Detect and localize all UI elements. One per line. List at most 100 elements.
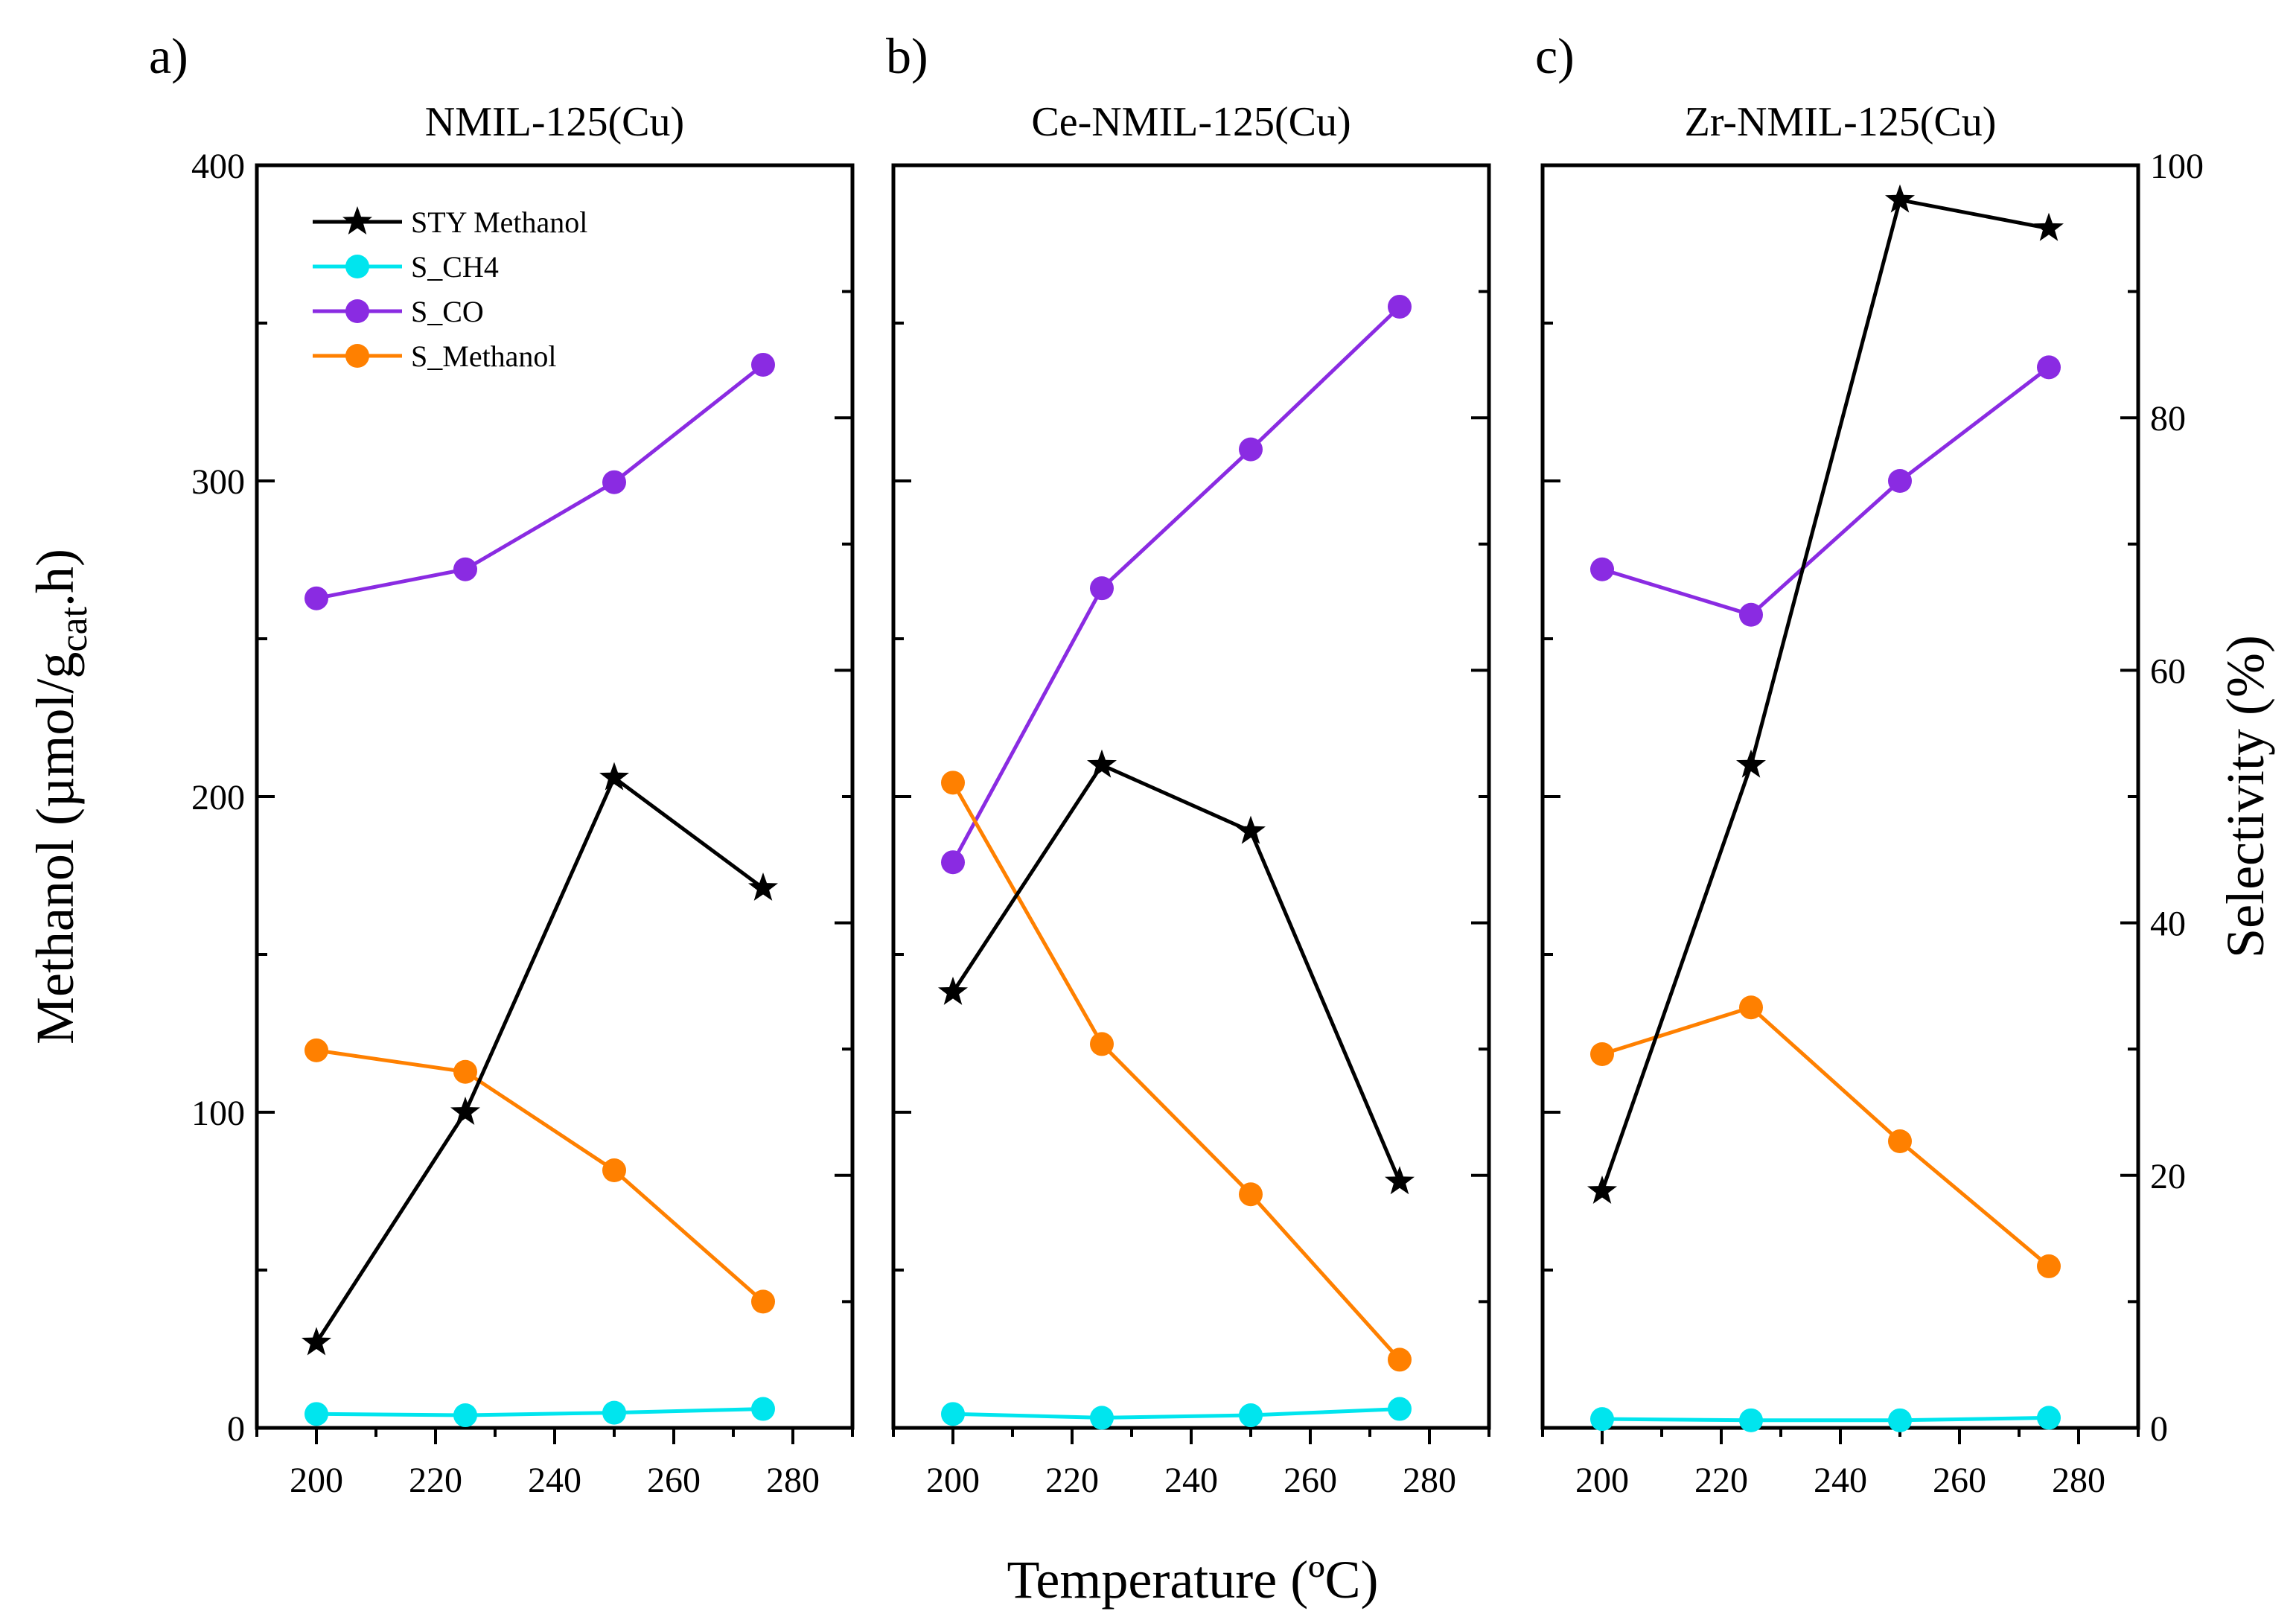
data-point-s-co: [1239, 437, 1263, 462]
data-point-s-ch4: [751, 1397, 775, 1421]
data-point-s-ch4: [2037, 1406, 2061, 1430]
panel-3: c) Zr-NMIL-125(Cu) 200 220 240 260 280 0 20 40 60 8…: [1535, 28, 2204, 1500]
data-point-sty-methanol: [1385, 1166, 1415, 1195]
data-point-s-co: [1388, 294, 1412, 319]
series-line-s-methanol: [1601, 1005, 2050, 1268]
x-tick-label: 200: [926, 1461, 980, 1500]
data-point-s-ch4: [1590, 1407, 1614, 1432]
series-line-s-methanol: [951, 782, 1401, 1362]
legend-label-s_co: S_CO: [411, 295, 484, 328]
panel-1: a) NMIL-125(Cu) 200 220 240 260 280 0 100 200 300 4…: [149, 28, 855, 1500]
series-line-s-co: [1601, 366, 2050, 617]
data-point-s-co: [1090, 576, 1114, 601]
panel-title: Ce-NMIL-125(Cu): [1031, 99, 1351, 145]
panel-2: b) Ce-NMIL-125(Cu) 200 220 240 260 280: [886, 28, 1491, 1500]
series-line-sty-methanol: [1600, 197, 2050, 1192]
legend-marker-s_ch4: [345, 255, 369, 278]
y-right-tick-label: 40: [2150, 905, 2186, 944]
series-line-s-ch4: [952, 1407, 1400, 1420]
panel-letter: a): [149, 28, 188, 84]
data-point-s-methanol: [2037, 1254, 2061, 1278]
x-tick-label: 200: [1575, 1461, 1629, 1500]
data-point-s-co: [941, 850, 965, 875]
data-point-s-co: [602, 470, 626, 494]
panel-letter: c): [1535, 28, 1575, 84]
legend-label-s_ch4: S_CH4: [411, 250, 499, 284]
x-tick-label: 280: [2052, 1461, 2105, 1500]
x-tick-label: 260: [1283, 1461, 1337, 1500]
data-point-sty-methanol: [302, 1327, 331, 1356]
data-point-s-co: [1590, 557, 1614, 581]
y-right-tick-label: 80: [2150, 399, 2186, 438]
data-point-s-methanol: [1590, 1042, 1614, 1066]
data-point-sty-methanol: [1236, 815, 1266, 844]
x-tick-label: 220: [1694, 1461, 1748, 1500]
y-left-tick-label: 400: [191, 147, 245, 186]
x-tick-label: 240: [1164, 1461, 1218, 1500]
y-right-axis-title: Selectivity (%): [2216, 635, 2275, 958]
legend-marker-s_methanol: [345, 344, 369, 368]
data-point-s-ch4: [1090, 1406, 1114, 1430]
series-line-s-co: [951, 305, 1401, 864]
data-point-s-methanol: [304, 1038, 328, 1062]
data-point-s-ch4: [1739, 1408, 1763, 1432]
data-point-s-co: [751, 352, 775, 377]
data-point-s-co: [1888, 469, 1912, 493]
y-left-tick-label: 100: [191, 1094, 245, 1133]
y-left-tick-label: 300: [191, 462, 245, 502]
y-left-tick-label: 0: [227, 1409, 245, 1449]
data-point-s-methanol: [602, 1158, 626, 1183]
data-point-s-ch4: [1239, 1403, 1263, 1428]
panel-letter: b): [886, 28, 928, 84]
legend-label-s_methanol: S_Methanol: [411, 339, 557, 373]
x-axis-title: Temperature (ºC): [1007, 1550, 1378, 1610]
x-tick-label: 240: [1814, 1461, 1867, 1500]
plot-frame: [1540, 163, 2140, 1430]
plot-frame: [891, 163, 1491, 1430]
data-point-s-methanol: [1739, 995, 1763, 1020]
y-left-tick-label: 200: [191, 778, 245, 817]
series-line-sty-methanol: [314, 774, 765, 1344]
data-point-sty-methanol: [2034, 212, 2064, 241]
data-point-sty-methanol: [1885, 184, 1915, 213]
data-point-s-methanol: [1239, 1182, 1263, 1207]
data-point-sty-methanol: [1587, 1176, 1617, 1204]
panel-title: NMIL-125(Cu): [425, 99, 684, 145]
data-point-s-ch4: [453, 1403, 477, 1428]
x-tick-label: 260: [1933, 1461, 1986, 1500]
data-point-s-co: [2037, 355, 2061, 380]
data-point-s-ch4: [941, 1402, 965, 1426]
data-point-s-methanol: [941, 771, 965, 795]
series-line-s-methanol: [316, 1048, 765, 1304]
legend: STY Methanol S_CH4 S_CO S_Methanol: [313, 205, 587, 373]
x-tick-label: 200: [290, 1461, 343, 1500]
data-point-s-methanol: [751, 1289, 775, 1314]
data-point-s-ch4: [602, 1400, 626, 1425]
data-point-sty-methanol: [938, 976, 968, 1005]
data-point-s-ch4: [304, 1402, 328, 1426]
x-tick-label: 220: [1045, 1461, 1099, 1500]
data-point-s-methanol: [1388, 1347, 1412, 1372]
data-point-sty-methanol: [1736, 749, 1766, 778]
panels: a) NMIL-125(Cu) 200 220 240 260 280 0 100 200 300 4…: [149, 28, 2204, 1500]
x-tick-label: 240: [528, 1461, 581, 1500]
data-point-sty-methanol: [599, 762, 629, 791]
legend-marker-sty: [342, 206, 372, 235]
y-right-tick-label: 60: [2150, 651, 2186, 691]
data-point-s-methanol: [1090, 1032, 1114, 1056]
legend-label-sty: STY Methanol: [411, 205, 587, 239]
data-point-s-methanol: [453, 1059, 477, 1084]
legend-marker-s_co: [345, 299, 369, 323]
data-point-sty-methanol: [748, 873, 778, 901]
y-right-tick-label: 20: [2150, 1157, 2186, 1196]
y-right-tick-label: 100: [2150, 147, 2204, 186]
x-tick-label: 260: [647, 1461, 701, 1500]
data-point-s-co: [453, 557, 477, 581]
series-line-sty-methanol: [951, 762, 1402, 1183]
x-tick-label: 280: [766, 1461, 820, 1500]
y-left-axis-title: Methanol (µmol/gcat.h): [25, 549, 95, 1044]
panel-title: Zr-NMIL-125(Cu): [1685, 99, 1997, 145]
data-point-sty-methanol: [1087, 749, 1117, 778]
data-point-sty-methanol: [450, 1097, 480, 1125]
